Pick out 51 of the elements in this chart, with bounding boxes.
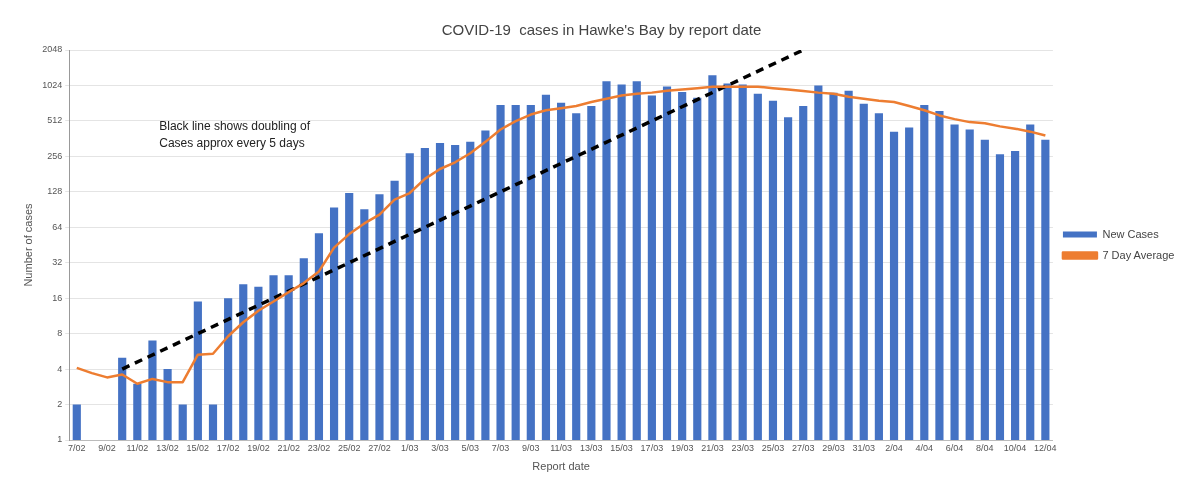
x-axis-title: Report date bbox=[532, 460, 590, 473]
x-tick-label: 12/04 bbox=[1034, 442, 1057, 453]
legend-label: 7 Day Average bbox=[1102, 248, 1175, 261]
x-tick-label: 7/02 bbox=[68, 442, 86, 453]
x-tick-label: 23/02 bbox=[307, 442, 331, 453]
x-tick-label: 2/04 bbox=[885, 442, 903, 453]
y-tick-label: 2 bbox=[57, 399, 63, 410]
x-tick-label: 10/04 bbox=[1003, 442, 1027, 453]
x-tick-label: 13/03 bbox=[580, 442, 603, 453]
x-tick-label: 7/03 bbox=[491, 442, 510, 453]
chart-title: COVID-19 cases in Hawke's Bay by report date bbox=[441, 21, 762, 39]
y-tick-label: 128 bbox=[47, 186, 63, 197]
x-tick-label: 21/02 bbox=[277, 442, 300, 453]
x-tick-label: 19/03 bbox=[670, 442, 694, 453]
y-tick-label: 1 bbox=[57, 434, 63, 445]
x-tick-label: 25/02 bbox=[337, 442, 361, 453]
y-tick-label: 64 bbox=[52, 221, 63, 232]
y-tick-label: 4 bbox=[57, 363, 63, 374]
y-tick-label: 2048 bbox=[42, 44, 63, 55]
y-axis-title: Number of cases bbox=[21, 202, 34, 287]
y-tick-label: 8 bbox=[57, 328, 63, 339]
y-tick-label: 1024 bbox=[42, 79, 63, 90]
x-tick-label: 17/03 bbox=[640, 442, 664, 453]
x-tick-label: 27/02 bbox=[368, 442, 391, 453]
y-tick-label: 512 bbox=[47, 115, 63, 126]
annotation: Black line shows doubling of Cases approx every 5 days bbox=[159, 119, 311, 150]
x-tick-label: 9/03 bbox=[522, 442, 540, 453]
x-tick-label: 1/03 bbox=[400, 442, 419, 453]
x-tick-label: 17/02 bbox=[216, 442, 240, 453]
x-tick-label: 4/04 bbox=[915, 442, 934, 453]
y-tick-label: 16 bbox=[52, 292, 63, 303]
x-tick-label: 25/03 bbox=[761, 442, 785, 453]
x-tick-label: 11/02 bbox=[126, 442, 149, 453]
x-tick-label: 11/03 bbox=[550, 442, 573, 453]
x-tick-label: 19/02 bbox=[247, 442, 270, 453]
x-tick-label: 15/03 bbox=[610, 442, 633, 453]
x-tick-label: 9/02 bbox=[98, 442, 116, 453]
x-tick-label: 6/04 bbox=[945, 442, 964, 453]
x-tick-label: 5/03 bbox=[461, 442, 480, 453]
x-tick-label: 29/03 bbox=[822, 442, 845, 453]
y-tick-label: 32 bbox=[52, 257, 63, 268]
y-tick-label: 256 bbox=[47, 150, 63, 161]
x-tick-label: 8/04 bbox=[976, 442, 994, 453]
x-tick-label: 21/03 bbox=[701, 442, 724, 453]
legend-label: New Cases bbox=[1102, 227, 1160, 240]
x-tick-label: 3/03 bbox=[431, 442, 449, 453]
x-tick-label: 23/03 bbox=[731, 442, 754, 453]
x-tick-label: 31/03 bbox=[852, 442, 876, 453]
x-tick-label: 15/02 bbox=[186, 442, 210, 453]
x-tick-label: 13/02 bbox=[156, 442, 179, 453]
x-tick-label: 27/03 bbox=[791, 442, 815, 453]
